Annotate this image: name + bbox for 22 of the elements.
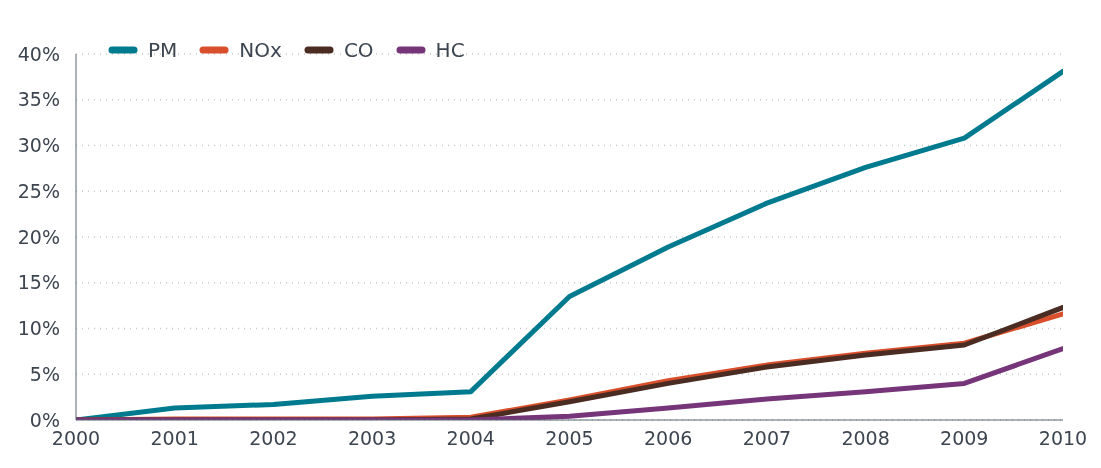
x-tick-label: 2002	[249, 427, 298, 450]
legend-label: PM	[148, 38, 178, 62]
y-tick-label: 5%	[29, 362, 60, 385]
x-tick-label: 2001	[150, 427, 199, 450]
legend-label: HC	[435, 38, 465, 62]
x-tick-label: 2009	[940, 427, 989, 450]
legend-label: NOx	[239, 38, 282, 62]
x-tick-label: 2005	[545, 427, 594, 450]
legend-label: CO	[343, 38, 374, 62]
x-tick-label: 2003	[347, 427, 397, 450]
y-tick-label: 20%	[17, 225, 60, 248]
x-tick-label: 2004	[446, 427, 495, 450]
y-tick-label: 25%	[17, 179, 60, 202]
x-tick-label: 2006	[644, 427, 693, 450]
x-tick-label: 2010	[1038, 427, 1088, 450]
y-tick-label: 10%	[17, 317, 60, 340]
y-tick-label: 15%	[17, 271, 60, 294]
y-tick-label: 40%	[17, 42, 60, 65]
y-tick-label: 30%	[17, 134, 60, 157]
y-tick-label: 35%	[17, 88, 60, 111]
x-tick-label: 2008	[841, 427, 890, 450]
x-tick-label: 2007	[742, 427, 792, 450]
